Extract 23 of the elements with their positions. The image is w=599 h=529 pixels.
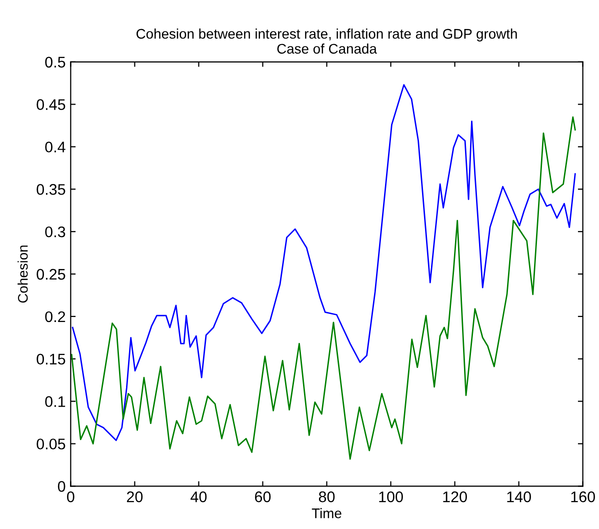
x-tick-label: 20 [126, 491, 143, 502]
y-tick-label: 0.1 [45, 396, 66, 407]
y-tick-label: 0.35 [36, 184, 66, 195]
chart-title: Cohesion between interest rate, inflation rate and GDP growth Case of Canada [136, 28, 517, 54]
x-tick-label: 100 [379, 491, 403, 502]
y-tick-label: 0.3 [45, 226, 66, 238]
y-tick-label: 0.25 [36, 268, 66, 280]
y-tick-label: 0.4 [45, 142, 66, 152]
x-tick-label: 0 [67, 491, 74, 502]
y-tick-label: 0.2 [45, 311, 66, 322]
y-axis-title: Cohesion [18, 246, 28, 303]
y-tick-label: 0.5 [45, 56, 66, 68]
x-tick-label: 120 [443, 491, 467, 502]
x-tick-label: 160 [571, 491, 595, 502]
x-tick-label: 40 [190, 491, 207, 502]
y-tick-label: 0 [58, 481, 66, 492]
x-tick-label: 80 [318, 491, 335, 502]
y-tick-label: 0.15 [36, 354, 66, 365]
y-tick-label: 0.45 [36, 99, 66, 110]
x-tick-label: 140 [507, 491, 531, 502]
x-tick-label: 60 [255, 491, 271, 502]
y-tick-label: 0.05 [36, 438, 66, 450]
x-axis-title: Time [312, 508, 342, 518]
